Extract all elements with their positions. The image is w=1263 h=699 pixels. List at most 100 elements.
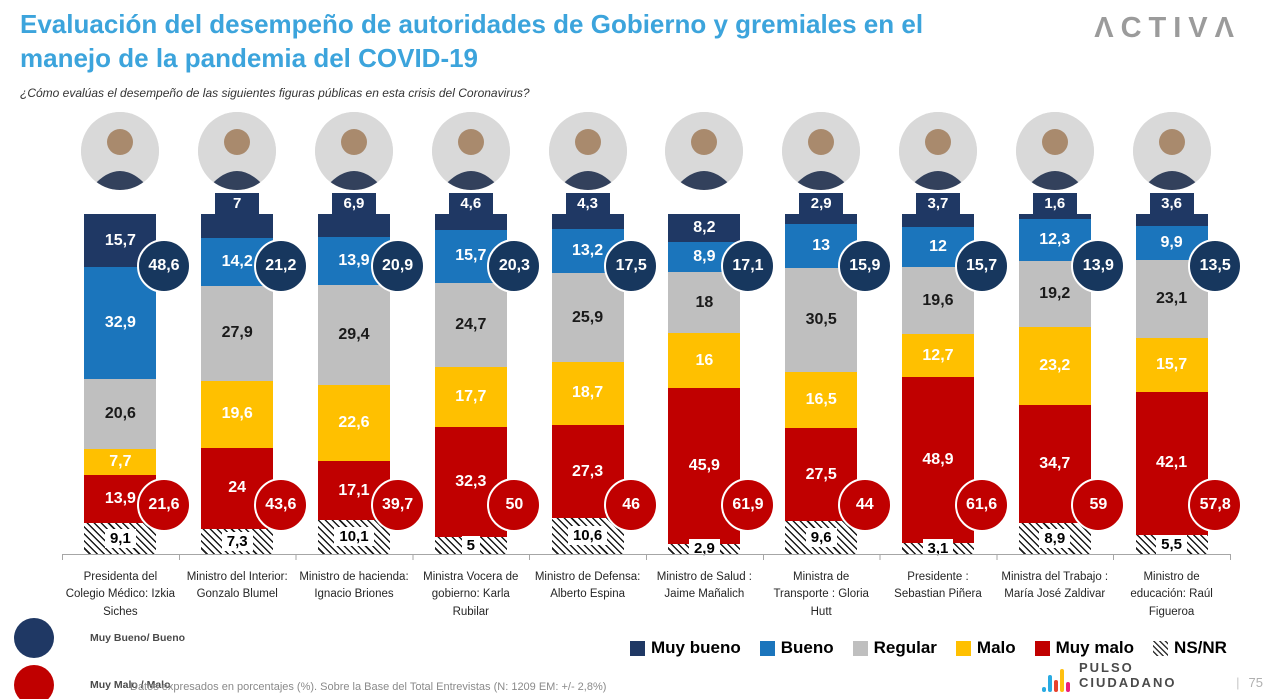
bar-wrap: 4,3 13,2 25,9 18,7 27,3 10,6 17,5 46 [529,193,659,554]
badge-muy-malo-malo: 21,6 [137,478,191,532]
bar-wrap: 4,6 15,7 24,7 17,7 32,3 5 20,3 50 [412,193,542,555]
footnote: Datos expresados en porcentajes (%). Sob… [130,681,607,693]
category-label: Ministro de Defensa: Alberto Espina [534,571,641,601]
badge-muy-bueno-bueno: 17,1 [720,239,775,293]
stacked-bar: 8,2 8,9 18 16 45,9 2,9 [668,214,741,559]
person-column: 3,7 12 19,6 12,7 48,9 3,1 15,7 61,6 Presidente :… [880,112,1009,621]
segment-label: 19,2 [1039,284,1071,302]
segment-ns_nr: 3,1 [901,539,974,559]
bar-wrap: 6,9 13,9 29,4 22,6 17,1 10,1 20,9 39,7 [296,193,425,554]
avatar [1132,112,1211,190]
segment-malo: 12,7 [901,334,974,378]
segment-label: 19,6 [221,405,253,423]
brand: PULSO CIUDADANO | 75 [1042,660,1263,694]
segment-regular: 27,9 [201,286,274,381]
segment-ns_nr: 10,1 [317,519,390,554]
segment-label: 9,1 [104,528,136,548]
segment-malo: 16,5 [785,371,858,428]
legend-label: NS/NR [1174,638,1227,657]
avatar [782,112,861,190]
side-legend-row: Muy Bueno/ Bueno [14,618,185,658]
legend-swatch [1153,640,1169,656]
segment-malo: 19,6 [201,380,274,448]
legend-label: Bueno [780,638,834,657]
legend-swatch [759,640,775,656]
legend-swatch [955,640,971,656]
segment-label-tab: 6,9 [331,193,376,214]
segment-regular: 30,5 [785,268,858,372]
segment-label: 32,3 [455,473,487,491]
segment-label-tab: 3,6 [1149,193,1194,214]
segment-muy_bueno [785,214,858,224]
brand-name: PULSO CIUDADANO [1079,660,1177,690]
person-column: 4,6 15,7 24,7 17,7 32,3 5 20,3 50 Ministra Vocer… [412,112,542,621]
badge-muy-malo-malo: 39,7 [370,478,425,532]
segment-ns_nr: 5 [434,535,507,555]
segment-label: 8,9 [693,248,716,265]
segment-label: 13 [812,236,831,254]
bar-wrap: 8,2 8,9 18 16 45,9 2,9 17,1 61,9 [646,214,775,559]
category-label: Ministro de Salud : Jaime Mañalich [656,571,752,601]
segment-malo: 22,6 [317,384,390,462]
category-label: Ministra del Trabajo : María José Zaldiv… [1001,571,1109,601]
category-label: Ministra Vocera de gobierno: Karla Rubil… [423,571,519,618]
segment-label: 8,9 [1039,528,1071,548]
segment-ns_nr: 7,3 [201,529,274,554]
segment-label: 3,1 [922,539,954,559]
legend-label: Malo [976,638,1016,657]
bar-wrap: 1,6 12,3 19,2 23,2 34,7 8,9 13,9 59 [996,193,1126,554]
segment-label: 13,9 [338,252,370,270]
bar-wrap: 3,6 9,9 23,1 15,7 42,1 5,5 13,5 57,8 [1113,193,1243,554]
legend-label: Muy malo [1055,638,1135,657]
segment-label: 2,9 [688,539,720,559]
person-column: 6,9 13,9 29,4 22,6 17,1 10,1 20,9 39,7 Ministro … [296,112,425,621]
side-legend-label: Muy Bueno/ Bueno [90,632,186,644]
segment-label: 5,5 [1156,534,1187,554]
legend-item: Regular [852,638,937,658]
page-separator: | [1236,675,1240,690]
badge-muy-malo-malo: 44 [837,478,892,532]
segment-regular: 20,6 [84,379,157,450]
segment-label-tab: 3,7 [915,193,960,214]
segment-label: 25,9 [572,308,604,326]
person-column: 2,9 13 30,5 16,5 27,5 9,6 15,9 44 Ministra de Tr… [763,112,892,621]
stacked-bar: 12,3 19,2 23,2 34,7 8,9 [1018,214,1091,554]
avatar [198,112,277,190]
segment-label: 24,7 [455,315,487,333]
segment-label: 27,3 [572,462,604,480]
legend-swatch [1034,640,1050,656]
segment-label: 15,7 [1155,356,1188,374]
segment-regular: 19,6 [901,267,974,334]
segment-label: 22,6 [338,414,370,432]
legend-label: Muy bueno [651,638,741,657]
segment-muy_bueno [901,214,974,227]
segment-label: 14,2 [221,252,253,270]
legend-item: Muy malo [1034,638,1135,658]
segment-regular: 25,9 [551,273,624,362]
segment-label: 18,7 [572,384,604,402]
segment-muy_bueno [317,214,390,238]
segment-label: 12,7 [922,346,954,364]
bar-wrap: 2,9 13 30,5 16,5 27,5 9,6 15,9 44 [763,193,892,554]
segment-label: 8,2 [693,218,716,236]
segment-label-tab: 1,6 [1032,193,1077,214]
avatar [548,112,627,190]
badge-muy-malo-malo: 61,9 [720,478,775,532]
legend-swatch [852,640,868,656]
legend-item: NS/NR [1153,638,1227,658]
person-column: 7 14,2 27,9 19,6 24 7,3 21,2 43,6 Ministro del I… [179,112,308,621]
segment-label: 10,6 [567,526,608,546]
segment-muy_bueno: 8,2 [668,214,741,242]
badge-muy-malo-malo: 43,6 [253,478,308,532]
side-legend-dot [14,665,54,699]
category-label: Presidente : Sebastian Piñera [894,571,982,601]
segment-malo: 15,7 [1135,338,1208,392]
avatar [665,112,744,190]
columns: 15,7 32,9 20,6 7,7 13,9 9,1 48,6 21,6 Presidenta… [62,112,1243,621]
badge-muy-bueno-bueno: 13,9 [1071,239,1126,293]
segment-malo: 18,7 [551,361,624,426]
category-label: Ministra de Transporte : Gloria Hutt [773,571,869,618]
side-legend-dot [14,618,54,658]
avatar [431,112,510,190]
